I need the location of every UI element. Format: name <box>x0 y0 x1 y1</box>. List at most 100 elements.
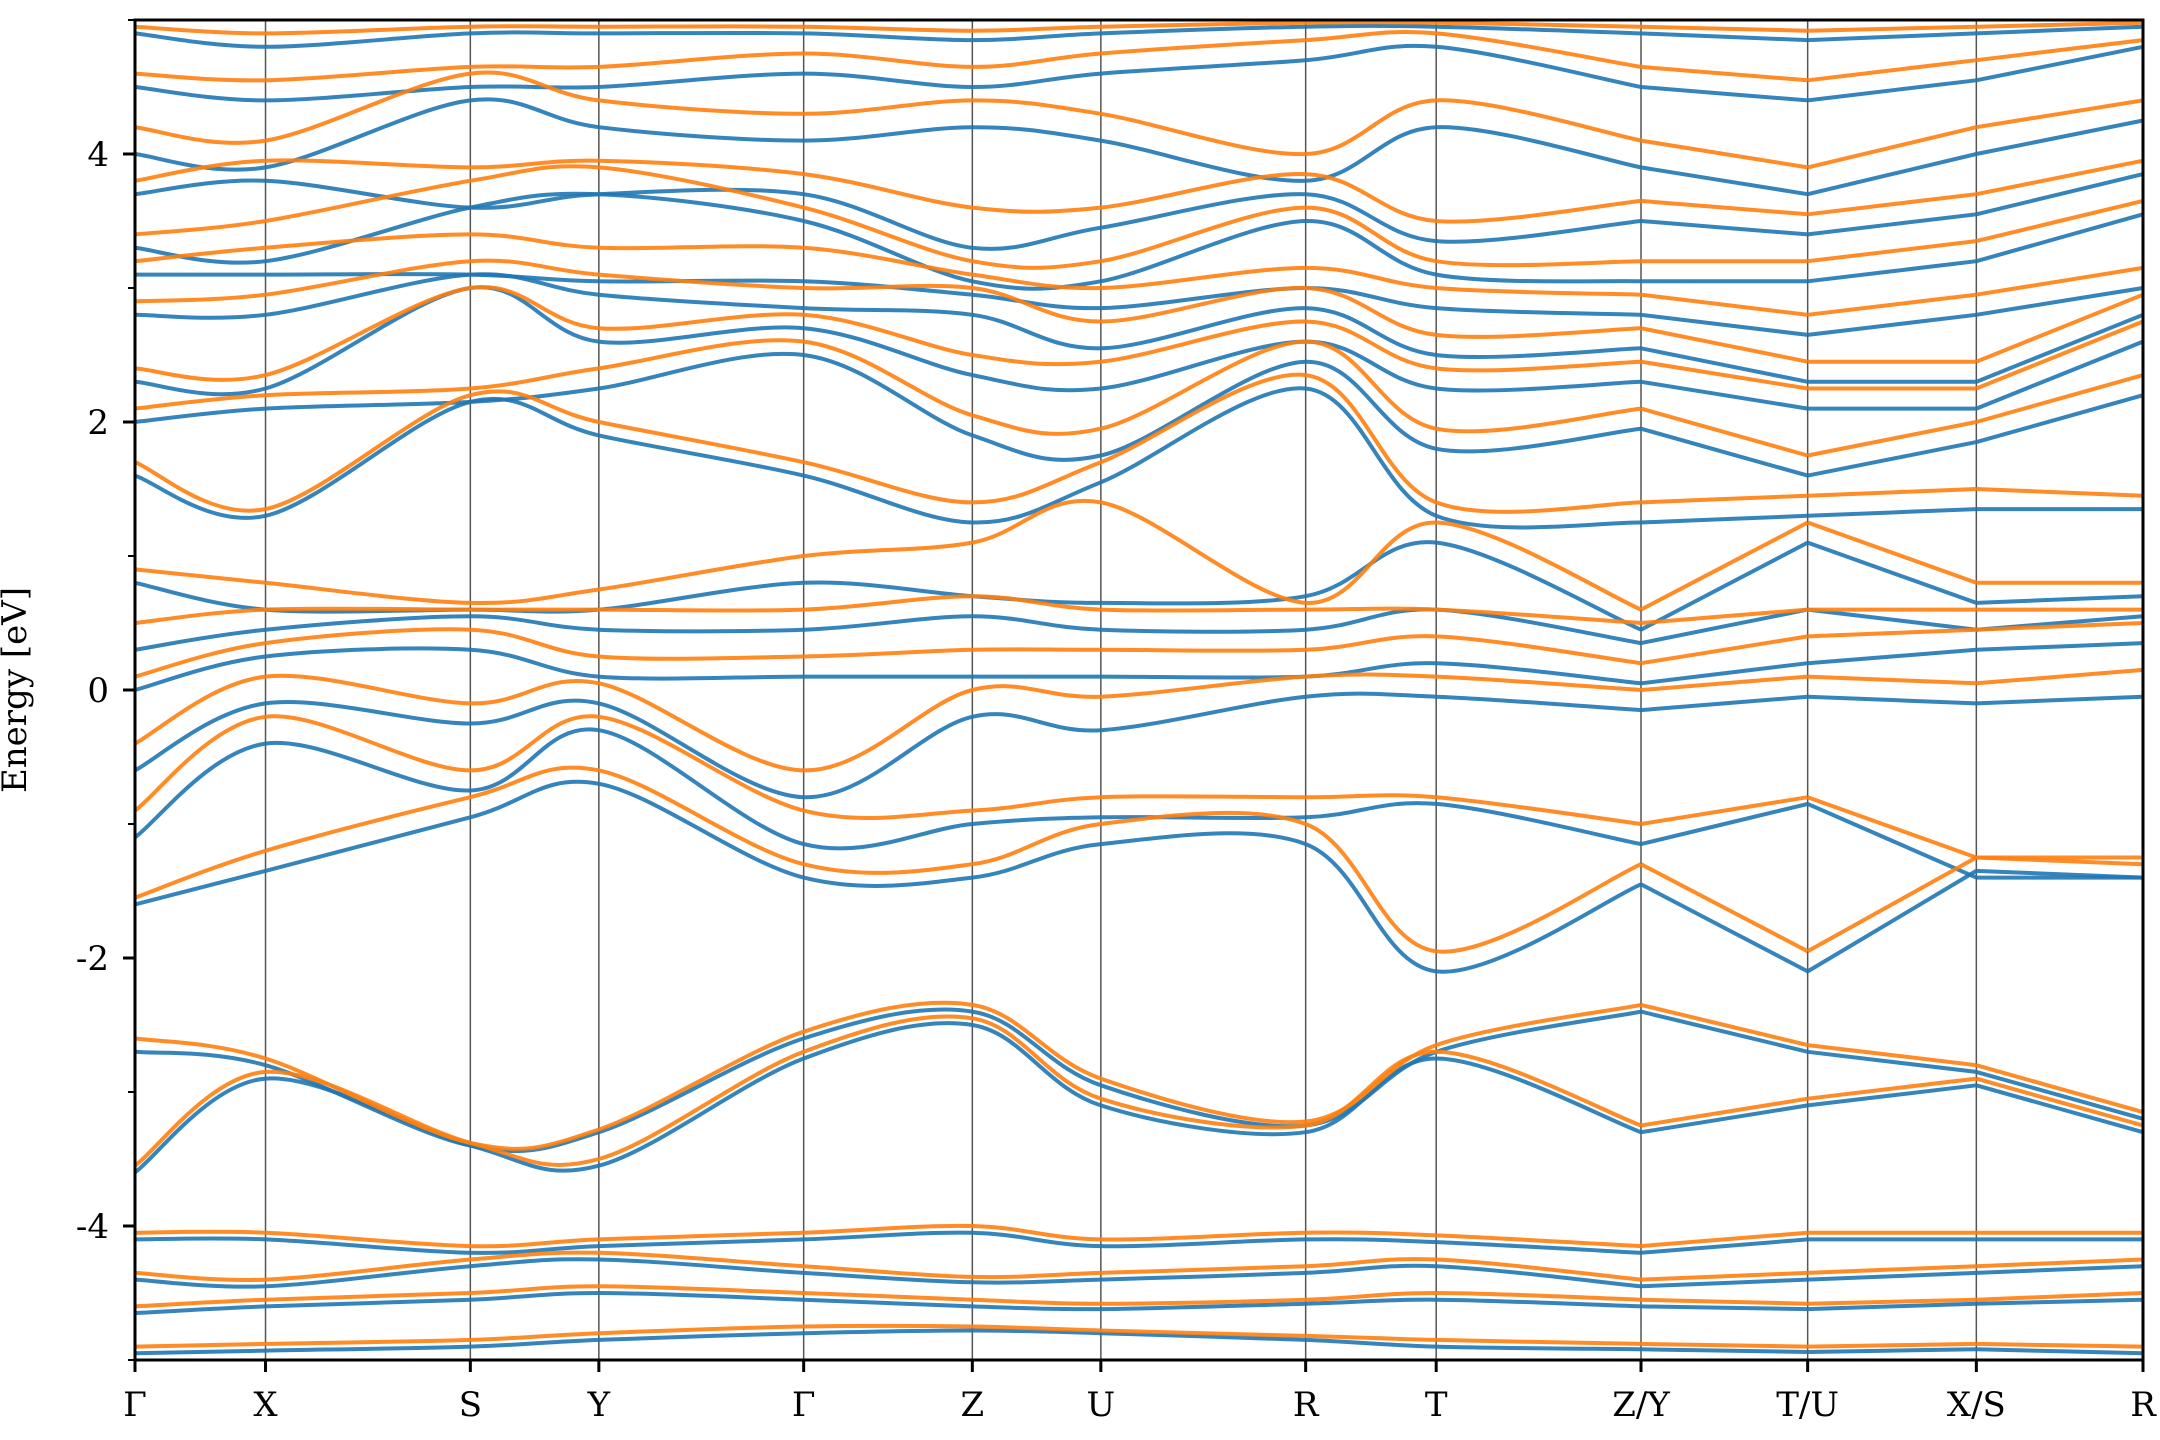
band-line-series-2 <box>1640 493 1808 505</box>
band-line-series-2 <box>134 672 1642 773</box>
band-line-series-1 <box>1640 1103 1809 1135</box>
y-tick-label: 4 <box>87 135 109 175</box>
band-line-series-2 <box>1640 24 1808 33</box>
y-tick-label: -4 <box>76 1207 109 1247</box>
band-line-series-1 <box>134 97 1642 183</box>
band-line-series-1 <box>1975 1069 2144 1121</box>
band-line-series-1 <box>134 191 1642 291</box>
band-line-series-2 <box>134 1000 1642 1151</box>
band-line-series-2 <box>134 158 1642 224</box>
band-line-series-1 <box>134 646 1642 692</box>
band-line-series-2 <box>1807 58 1977 83</box>
x-tick-label: T/U <box>1776 1385 1839 1425</box>
band-line-series-1 <box>1807 1049 1977 1074</box>
band-line-series-2 <box>1640 1341 1808 1349</box>
x-tick-label: Z/Y <box>1612 1385 1670 1425</box>
band-line-series-1 <box>1807 1083 1977 1108</box>
band-line-series-1 <box>1807 540 1977 605</box>
band-line-series-2 <box>1976 1257 2144 1269</box>
band-line-series-2 <box>1976 667 2144 686</box>
band-line-series-1 <box>1640 312 1808 337</box>
band-line-series-2 <box>1640 674 1808 692</box>
band-line-series-2 <box>134 627 1642 679</box>
band-line-series-1 <box>1975 44 2144 83</box>
band-line-series-2 <box>1976 487 2144 498</box>
band-line-series-2 <box>1975 373 2144 424</box>
band-line-series-2 <box>1975 198 2144 244</box>
band-line-series-1 <box>1640 379 1809 411</box>
band-line-series-1 <box>1975 393 2144 445</box>
band-line-series-1 <box>1807 78 1977 103</box>
band-line-series-1 <box>1640 346 1809 384</box>
band-line-series-2 <box>1640 1002 1809 1048</box>
band-line-series-2 <box>133 714 1642 826</box>
x-tick-label: R <box>1293 1385 1320 1425</box>
band-line-series-1 <box>134 1007 1642 1154</box>
band-line-series-2 <box>1640 198 1808 217</box>
x-tick-label: T <box>1425 1385 1448 1425</box>
band-line-series-1 <box>134 351 1642 462</box>
band-line-series-1 <box>1640 31 1808 43</box>
band-line-series-2 <box>1975 319 2144 391</box>
band-line-series-1 <box>1807 507 1977 518</box>
band-line-series-2 <box>1976 20 2144 29</box>
band-line-series-2 <box>1975 292 2144 364</box>
band-line-series-2 <box>1975 1063 2144 1115</box>
band-lines <box>133 20 2144 1356</box>
band-line-series-2 <box>1807 24 1977 33</box>
band-line-series-2 <box>1976 1341 2144 1349</box>
band-line-series-1 <box>1807 647 1977 666</box>
band-line-series-2 <box>134 30 1642 83</box>
band-line-series-1 <box>1975 1083 2144 1135</box>
band-line-series-1 <box>1807 212 1977 237</box>
band-line-series-2 <box>1807 239 1977 264</box>
band-line-series-2 <box>1807 1341 1977 1349</box>
band-line-series-1 <box>134 779 1642 974</box>
band-line-series-1 <box>1807 1270 1977 1282</box>
band-line-series-1 <box>134 540 1642 632</box>
band-line-series-1 <box>134 691 1642 800</box>
band-line-series-2 <box>1640 326 1809 364</box>
band-line-series-2 <box>1806 855 1978 954</box>
band-line-series-2 <box>134 232 1642 297</box>
band-line-series-1 <box>1976 1297 2144 1306</box>
band-line-series-2 <box>1807 292 1977 317</box>
band-line-series-2 <box>1807 1043 1977 1068</box>
band-line-series-2 <box>1640 1270 1808 1282</box>
band-line-series-1 <box>1640 426 1809 478</box>
band-line-series-2 <box>1975 158 2144 197</box>
band-line-series-2 <box>1807 420 1977 458</box>
x-tick-label: Γ <box>792 1385 816 1425</box>
band-line-series-2 <box>1640 64 1808 83</box>
band-line-series-1 <box>1976 1264 2144 1275</box>
band-line-series-2 <box>134 20 1642 36</box>
band-line-series-2 <box>1640 138 1809 170</box>
x-tick-label: Z <box>961 1385 985 1425</box>
x-tick-label: Γ <box>123 1385 147 1425</box>
band-line-series-1 <box>1640 1277 1808 1289</box>
band-line-series-1 <box>134 43 1642 103</box>
band-line-series-1 <box>1640 85 1808 103</box>
band-line-series-2 <box>1975 265 2144 297</box>
band-line-series-1 <box>134 607 1642 652</box>
band-line-series-2 <box>1640 406 1809 458</box>
band-line-series-1 <box>1640 1009 1809 1054</box>
band-line-series-1 <box>134 272 1642 359</box>
band-line-series-2 <box>1640 292 1808 317</box>
band-line-series-2 <box>1640 795 1809 826</box>
band-line-series-1 <box>1640 219 1808 237</box>
band-line-series-1 <box>1807 31 1977 43</box>
band-line-series-1 <box>1807 607 1977 632</box>
band-line-series-2 <box>134 338 1642 436</box>
band-line-series-2 <box>1807 1076 1977 1101</box>
band-line-series-1 <box>134 1257 1642 1289</box>
band-line-series-2 <box>1640 1230 1808 1249</box>
band-line-series-2 <box>1640 1297 1808 1306</box>
band-line-series-1 <box>1640 1347 1808 1354</box>
band-line-series-2 <box>134 594 1642 625</box>
band-line-series-1 <box>134 23 1642 49</box>
band-line-series-1 <box>1640 165 1809 197</box>
band-line-series-2 <box>1975 1076 2144 1128</box>
band-line-series-1 <box>1975 118 2144 156</box>
x-tick-label: X <box>253 1385 278 1425</box>
